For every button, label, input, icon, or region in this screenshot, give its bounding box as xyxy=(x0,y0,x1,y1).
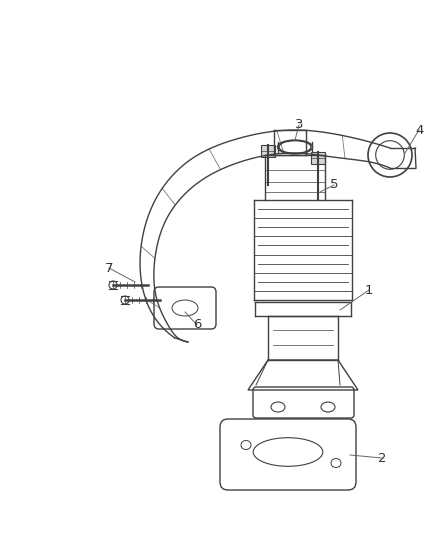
Text: 4: 4 xyxy=(415,124,424,136)
FancyBboxPatch shape xyxy=(261,145,275,157)
FancyBboxPatch shape xyxy=(311,152,325,164)
Text: 2: 2 xyxy=(378,451,386,464)
Text: 6: 6 xyxy=(193,319,201,332)
Text: 1: 1 xyxy=(365,284,374,296)
Text: 3: 3 xyxy=(295,118,304,132)
Text: 5: 5 xyxy=(330,179,339,191)
Text: 7: 7 xyxy=(105,262,113,274)
